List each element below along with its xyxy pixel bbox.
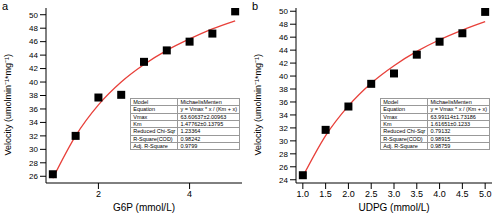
svg-text:46: 46 [279,33,288,42]
html-text:b: b [252,0,259,12]
svg-text:30: 30 [279,137,288,146]
svg-text:28: 28 [29,159,38,168]
html-text:Vmax: Vmax [133,113,148,120]
svg-text:2.5: 2.5 [365,189,378,199]
svg-text:3.5: 3.5 [411,189,424,199]
svg-text:42: 42 [279,59,288,68]
svg-text:5.0: 5.0 [479,189,492,199]
svg-text:G6P (mmol/L): G6P (mmol/L) [113,202,175,213]
html-text:63.99114±1.73186: 63.99114±1.73186 [430,113,476,120]
svg-text:34: 34 [279,111,288,120]
html-text:1.61651±0.1233: 1.61651±0.1233 [430,120,471,127]
html-text:Reduced Chi-Sqr: Reduced Chi-Sqr [133,128,176,135]
svg-text:42: 42 [29,64,38,73]
svg-text:Velocity (umolmin⁻¹*mg⁻¹): Velocity (umolmin⁻¹*mg⁻¹) [8,54,13,156]
svg-text:34: 34 [29,118,38,127]
html-text:63.60637±2.00963: 63.60637±2.00963 [180,113,227,120]
svg-text:24: 24 [279,176,288,185]
svg-text:48: 48 [29,24,38,33]
html-text:Equation: Equation [383,106,405,113]
html-text:1.23364: 1.23364 [180,128,201,135]
html-text:R-Square(COD): R-Square(COD) [383,135,423,142]
svg-text:28: 28 [279,150,288,159]
svg-text:32: 32 [29,132,38,141]
html-text:y = Vmax * x / (Km + x): y = Vmax * x / (Km + x) [180,106,237,113]
html-text:Vmax: Vmax [383,113,398,120]
svg-text:48: 48 [279,20,288,29]
html-text:MichaelisMenten: MichaelisMenten [180,99,222,105]
html-text:Reduced Chi-Sqr: Reduced Chi-Sqr [383,128,426,135]
svg-text:40: 40 [279,72,288,81]
svg-text:50: 50 [279,7,288,16]
svg-text:44: 44 [29,51,38,60]
svg-text:26: 26 [279,163,288,172]
svg-text:2: 2 [96,189,101,199]
svg-text:2.0: 2.0 [342,189,355,199]
html-text:Equation: Equation [133,106,155,113]
svg-text:40: 40 [29,78,38,87]
svg-text:3.0: 3.0 [388,189,401,199]
svg-text:1.0: 1.0 [297,189,310,199]
html-text:y = Vmax * x / (Km + x): y = Vmax * x / (Km + x) [430,106,487,113]
svg-text:38: 38 [29,91,38,100]
svg-text:44: 44 [279,46,288,55]
html-text:0.98759: 0.98759 [430,142,451,149]
html-text:Model: Model [383,99,399,105]
svg-text:4.0: 4.0 [433,189,446,199]
html-text:Km: Km [383,120,392,127]
svg-text:UDPG (mmol/L): UDPG (mmol/L) [358,202,429,213]
svg-text:36: 36 [279,98,288,107]
svg-text:Velocity (umolmin⁻¹*mg⁻¹): Velocity (umolmin⁻¹*mg⁻¹) [253,54,263,156]
svg-text:38: 38 [279,85,288,94]
html-text:1.47762±0.13795: 1.47762±0.13795 [180,120,224,127]
svg-text:4: 4 [187,189,192,199]
html-text:a: a [2,0,9,12]
html-text:R-Square(COD): R-Square(COD) [133,135,173,142]
svg-text:4.5: 4.5 [456,189,469,199]
svg-text:32: 32 [279,124,288,133]
html-text:0.79132: 0.79132 [430,128,451,135]
html-text:0.9799: 0.9799 [180,142,198,149]
html-text:0.98242: 0.98242 [180,135,201,142]
html-text:0.98915: 0.98915 [430,135,451,142]
svg-text:1.5: 1.5 [319,189,332,199]
svg-text:26: 26 [29,172,38,181]
html-text:Km: Km [133,120,142,127]
html-text:Model: Model [133,99,149,105]
html-text:MichaelisMenten: MichaelisMenten [430,99,472,105]
html-text:Adj. R-Square: Adj. R-Square [383,142,418,149]
html-text:Adj. R-Square: Adj. R-Square [133,142,168,149]
svg-text:30: 30 [29,145,38,154]
svg-text:36: 36 [29,105,38,114]
svg-text:50: 50 [29,11,38,20]
svg-text:46: 46 [29,37,38,46]
